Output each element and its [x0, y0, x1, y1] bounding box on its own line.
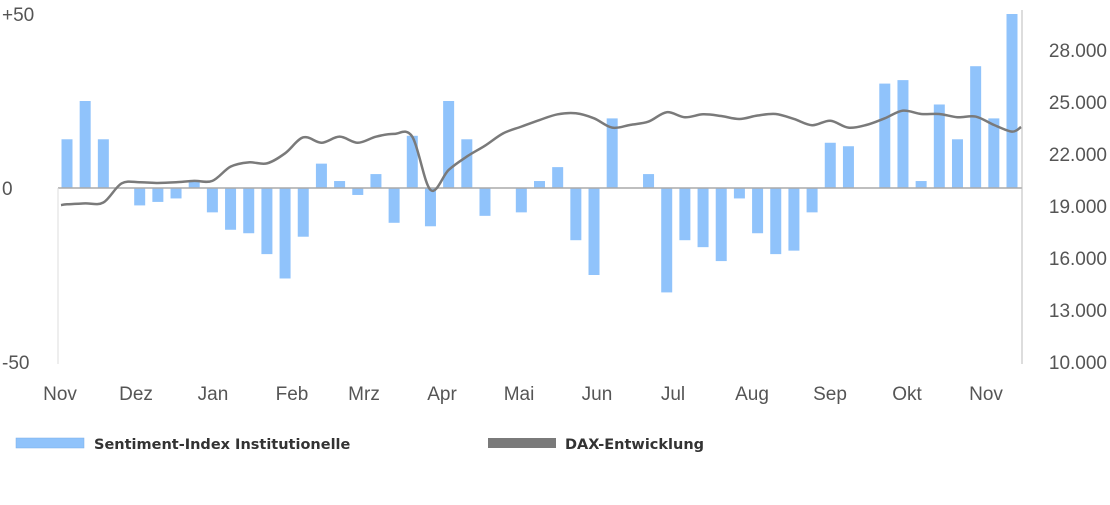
legend-swatch-sentiment: [15, 437, 85, 449]
sentiment-bar: [788, 188, 800, 251]
sentiment-bar: [315, 163, 327, 188]
sentiment-bar: [697, 188, 709, 248]
sentiment-bar: [515, 188, 527, 213]
sentiment-bar: [97, 139, 109, 188]
x-tick-label: Mrz: [348, 384, 380, 405]
left-tick-label: +50: [2, 5, 34, 26]
right-tick-label: 16.000: [1049, 249, 1107, 270]
sentiment-bar: [188, 181, 200, 188]
sentiment-bar: [406, 135, 418, 188]
x-tick-label: Apr: [427, 384, 457, 405]
left-axis: +50 0 -50: [2, 5, 59, 374]
sentiment-bar: [588, 188, 600, 275]
bar-series: [61, 14, 1018, 293]
sentiment-bar: [733, 188, 745, 199]
sentiment-bar: [643, 174, 655, 188]
x-tick-label: Sep: [813, 384, 847, 405]
legend-label-sentiment: Sentiment-Index Institutionelle: [94, 437, 351, 453]
right-tick-label: 19.000: [1049, 197, 1107, 218]
sentiment-bar: [770, 188, 782, 255]
sentiment-bar: [388, 188, 400, 223]
sentiment-bar: [297, 188, 309, 237]
x-tick-label: Nov: [43, 384, 77, 405]
sentiment-bar: [715, 188, 727, 262]
x-axis: Nov Dez Jan Feb Mrz Apr Mai Jun Jul Aug Sep Okt Nov: [43, 384, 1003, 405]
sentiment-bar: [1006, 14, 1018, 188]
sentiment-bar: [134, 188, 146, 206]
right-tick-label: 28.000: [1049, 41, 1107, 62]
sentiment-bar: [679, 188, 691, 241]
left-tick-label: -50: [2, 353, 29, 374]
x-tick-label: Aug: [735, 384, 769, 405]
sentiment-bar: [261, 188, 273, 255]
legend: Sentiment-Index Institutionelle DAX-Entw…: [15, 437, 704, 453]
sentiment-bar: [806, 188, 818, 213]
right-tick-label: 13.000: [1049, 301, 1107, 322]
x-tick-label: Dez: [119, 384, 153, 405]
sentiment-bar: [570, 188, 582, 241]
legend-label-dax: DAX-Entwicklung: [565, 437, 704, 453]
sentiment-bar: [279, 188, 291, 279]
sentiment-bar: [661, 188, 673, 293]
sentiment-bar: [842, 146, 854, 188]
x-tick-label: Nov: [969, 384, 1003, 405]
x-tick-label: Mai: [504, 384, 535, 405]
right-tick-label: 10.000: [1049, 353, 1107, 374]
sentiment-bar: [443, 101, 455, 188]
x-tick-label: Jul: [661, 384, 685, 405]
sentiment-bar: [970, 66, 982, 188]
sentiment-bar: [370, 174, 382, 188]
sentiment-bar: [225, 188, 237, 230]
legend-swatch-dax: [488, 438, 556, 448]
x-tick-label: Jan: [198, 384, 229, 405]
sentiment-bar: [824, 142, 836, 188]
sentiment-bar: [61, 139, 73, 188]
sentiment-bar: [534, 181, 545, 188]
sentiment-bar: [243, 188, 255, 234]
sentiment-bar: [879, 83, 891, 188]
dax-line: [60, 109, 1022, 207]
right-tick-label: 22.000: [1049, 145, 1107, 166]
sentiment-bar: [79, 101, 91, 188]
x-tick-label: Okt: [892, 384, 922, 405]
sentiment-bar: [170, 188, 182, 199]
sentiment-bar: [424, 188, 436, 227]
x-tick-label: Jun: [582, 384, 613, 405]
left-tick-label: 0: [2, 179, 13, 200]
sentiment-bar: [915, 181, 927, 188]
sentiment-bar: [352, 188, 364, 195]
sentiment-bar: [479, 188, 491, 216]
x-tick-label: Feb: [276, 384, 309, 405]
right-axis: 28.000 25.000 22.000 19.000 16.000 13.000 10.0…: [1021, 10, 1107, 374]
sentiment-bar: [606, 118, 618, 188]
sentiment-bar: [933, 104, 945, 188]
sentiment-bar: [951, 139, 963, 188]
sentiment-bar: [206, 188, 218, 213]
right-tick-label: 25.000: [1049, 93, 1107, 114]
sentiment-bar: [988, 118, 1000, 188]
sentiment-bar: [752, 188, 764, 234]
sentiment-bar: [334, 181, 346, 188]
sentiment-bar: [152, 188, 164, 202]
sentiment-bar: [461, 139, 473, 188]
sentiment-bar: [552, 167, 564, 188]
sentiment-bar: [897, 80, 909, 188]
